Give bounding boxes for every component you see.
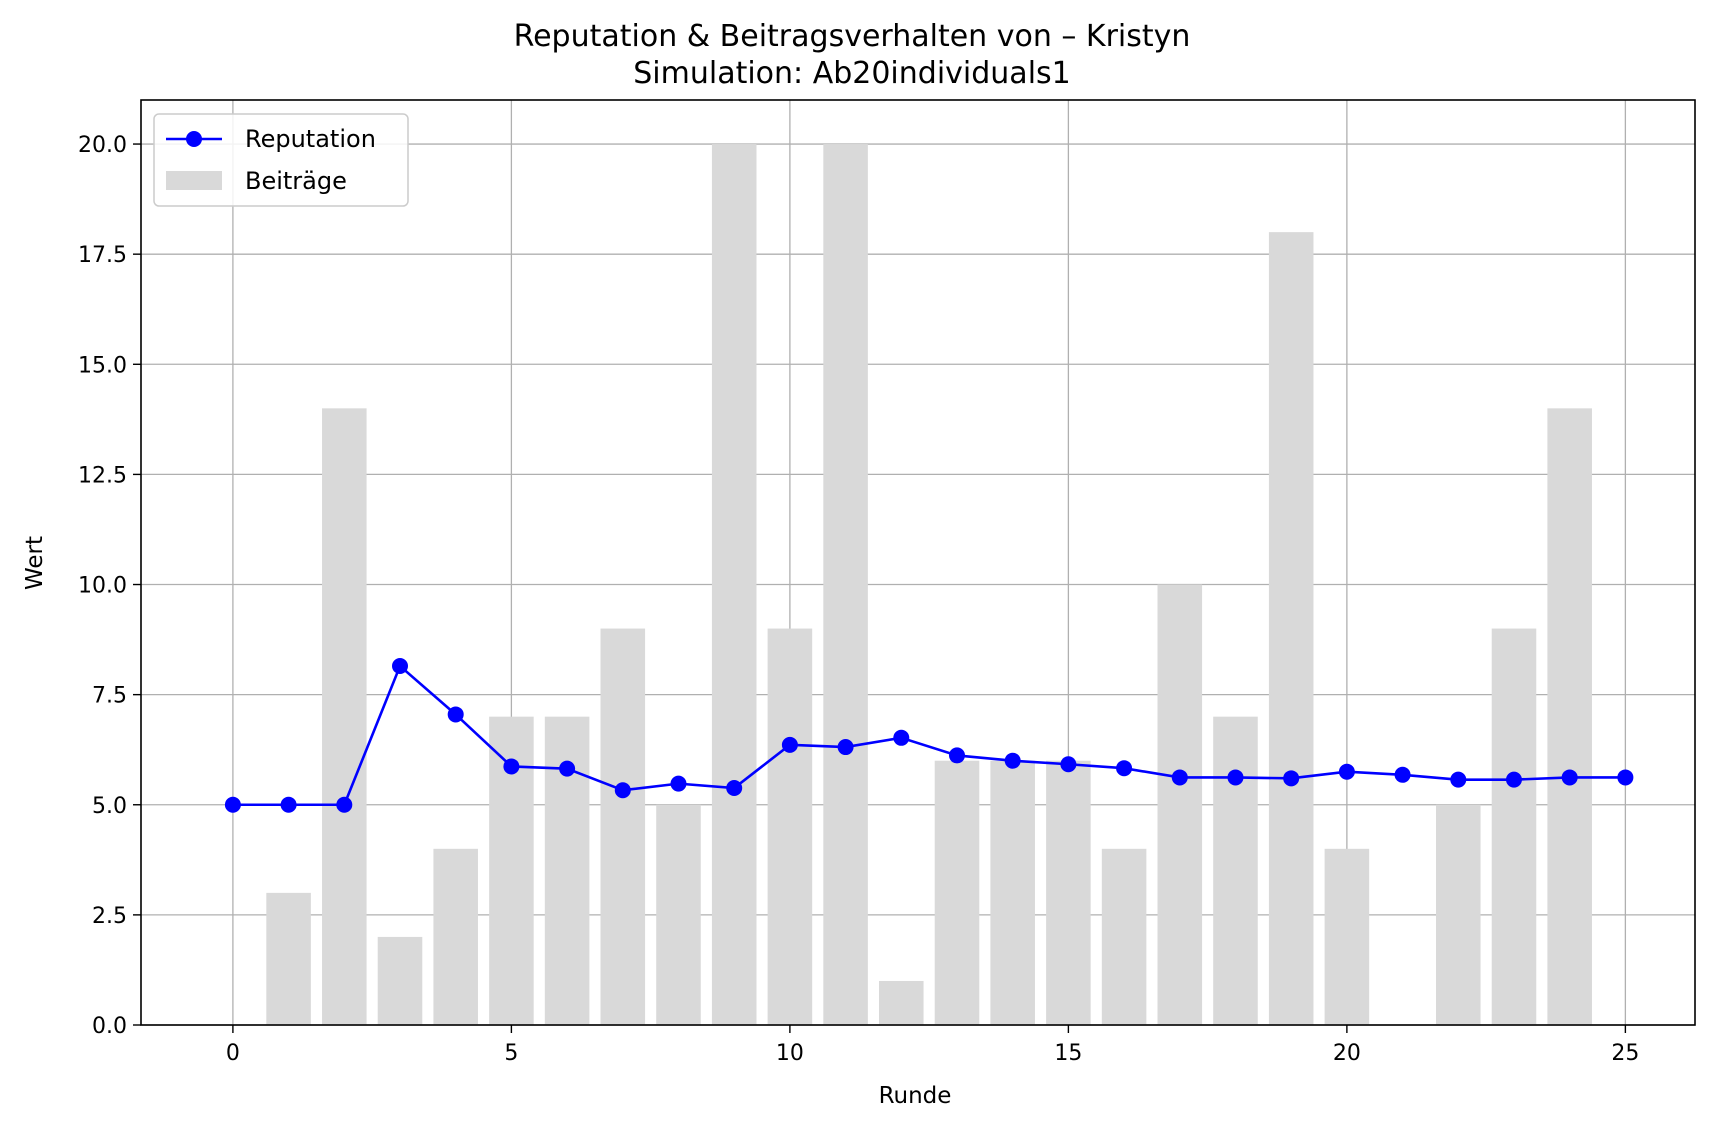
bar-beitraege-runde-10 [767,628,813,1025]
bar-beitraege-runde-13 [934,760,980,1025]
bar-beitraege-runde-12 [879,980,924,1025]
reputation-point-runde-8 [670,775,687,792]
reputation-point-runde-1 [280,796,297,813]
bar-beitraege-runde-16 [1101,848,1147,1025]
reputation-point-runde-3 [392,658,408,675]
x-tick-label: 15 [1054,1041,1082,1066]
reputation-point-runde-17 [1171,769,1188,786]
reputation-point-runde-0 [224,796,241,813]
legend: Reputation Beiträge [153,113,409,207]
bar-series-beitraege [266,144,1592,1026]
bar-beitraege-runde-22 [1436,804,1481,1025]
y-tick-label: 12.5 [78,463,127,488]
reputation-point-runde-22 [1450,771,1467,788]
bar-beitraege-runde-4 [433,848,478,1025]
reputation-point-runde-4 [447,706,464,723]
grid-lines [141,100,1695,1026]
y-tick-label: 5.0 [92,794,127,819]
reputation-point-runde-23 [1505,771,1522,788]
bar-beitraege-runde-3 [377,936,423,1025]
reputation-point-runde-20 [1338,763,1355,780]
bar-beitraege-runde-19 [1268,232,1314,1026]
x-axis-ticks: 0 5 10 15 20 25 [226,1025,1639,1066]
y-tick-label: 15.0 [78,353,127,378]
reputation-point-runde-2 [336,796,353,813]
reputation-point-runde-7 [614,782,631,799]
reputation-point-runde-18 [1227,769,1244,786]
reputation-point-runde-12 [893,729,910,746]
y-tick-label: 10.0 [78,574,127,599]
legend-beitraege-swatch [166,171,222,190]
bar-beitraege-runde-7 [600,628,646,1025]
x-tick-label: 20 [1333,1041,1361,1066]
reputation-point-runde-25 [1617,769,1634,786]
bar-beitraege-runde-17 [1157,584,1203,1025]
x-tick-label: 0 [226,1041,240,1066]
y-axis-ticks: 0.0 2.5 5.0 7.5 10.0 12.5 15.0 17.5 20.0 [78,133,141,1039]
reputation-line [232,663,1626,807]
x-tick-label: 25 [1611,1041,1639,1066]
reputation-point-runde-5 [503,758,520,775]
y-axis-label: Wert [22,536,48,590]
bar-beitraege-runde-9 [711,144,757,1026]
plot-area-frame [140,99,1696,1026]
reputation-point-runde-9 [726,780,743,797]
x-tick-label: 5 [504,1041,518,1066]
legend-reputation-marker [186,131,202,147]
bar-beitraege-runde-8 [656,804,701,1025]
bar-beitraege-runde-23 [1491,628,1537,1025]
legend-entry-reputation: Reputation [245,125,376,153]
reputation-point-runde-19 [1283,770,1300,787]
reputation-point-runde-24 [1561,769,1578,786]
y-tick-label: 0.0 [92,1014,127,1039]
chart-title: Reputation & Beitragsverhalten von – Kri… [514,19,1191,54]
y-tick-label: 17.5 [78,243,127,268]
reputation-point-runde-13 [948,747,965,764]
reputation-point-runde-15 [1060,756,1077,773]
reputation-point-runde-10 [781,736,798,753]
bar-beitraege-runde-24 [1547,408,1592,1025]
bar-beitraege-runde-20 [1324,848,1370,1025]
bar-beitraege-runde-14 [990,760,1035,1025]
line-series-reputation [224,658,1634,813]
x-axis-label: Runde [879,1083,952,1109]
reputation-point-runde-11 [837,739,854,756]
bar-beitraege-runde-2 [322,408,367,1025]
x-tick-label: 10 [776,1041,804,1066]
reputation-point-runde-21 [1394,766,1411,783]
bar-beitraege-runde-11 [823,144,868,1026]
legend-entry-beitraege: Beiträge [245,167,347,195]
chart-subtitle: Simulation: Ab20individuals1 [633,56,1071,91]
bar-beitraege-runde-1 [266,892,311,1025]
y-tick-label: 7.5 [92,684,127,709]
y-tick-label: 2.5 [92,904,127,929]
bar-beitraege-runde-15 [1046,760,1091,1025]
y-tick-label: 20.0 [78,133,127,158]
reputation-point-runde-6 [559,760,576,777]
reputation-point-runde-14 [1004,752,1021,769]
bar-beitraege-runde-18 [1213,716,1258,1025]
reputation-point-runde-16 [1116,760,1133,777]
